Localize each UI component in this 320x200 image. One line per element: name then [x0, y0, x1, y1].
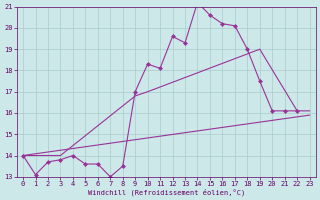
- X-axis label: Windchill (Refroidissement éolien,°C): Windchill (Refroidissement éolien,°C): [88, 188, 245, 196]
